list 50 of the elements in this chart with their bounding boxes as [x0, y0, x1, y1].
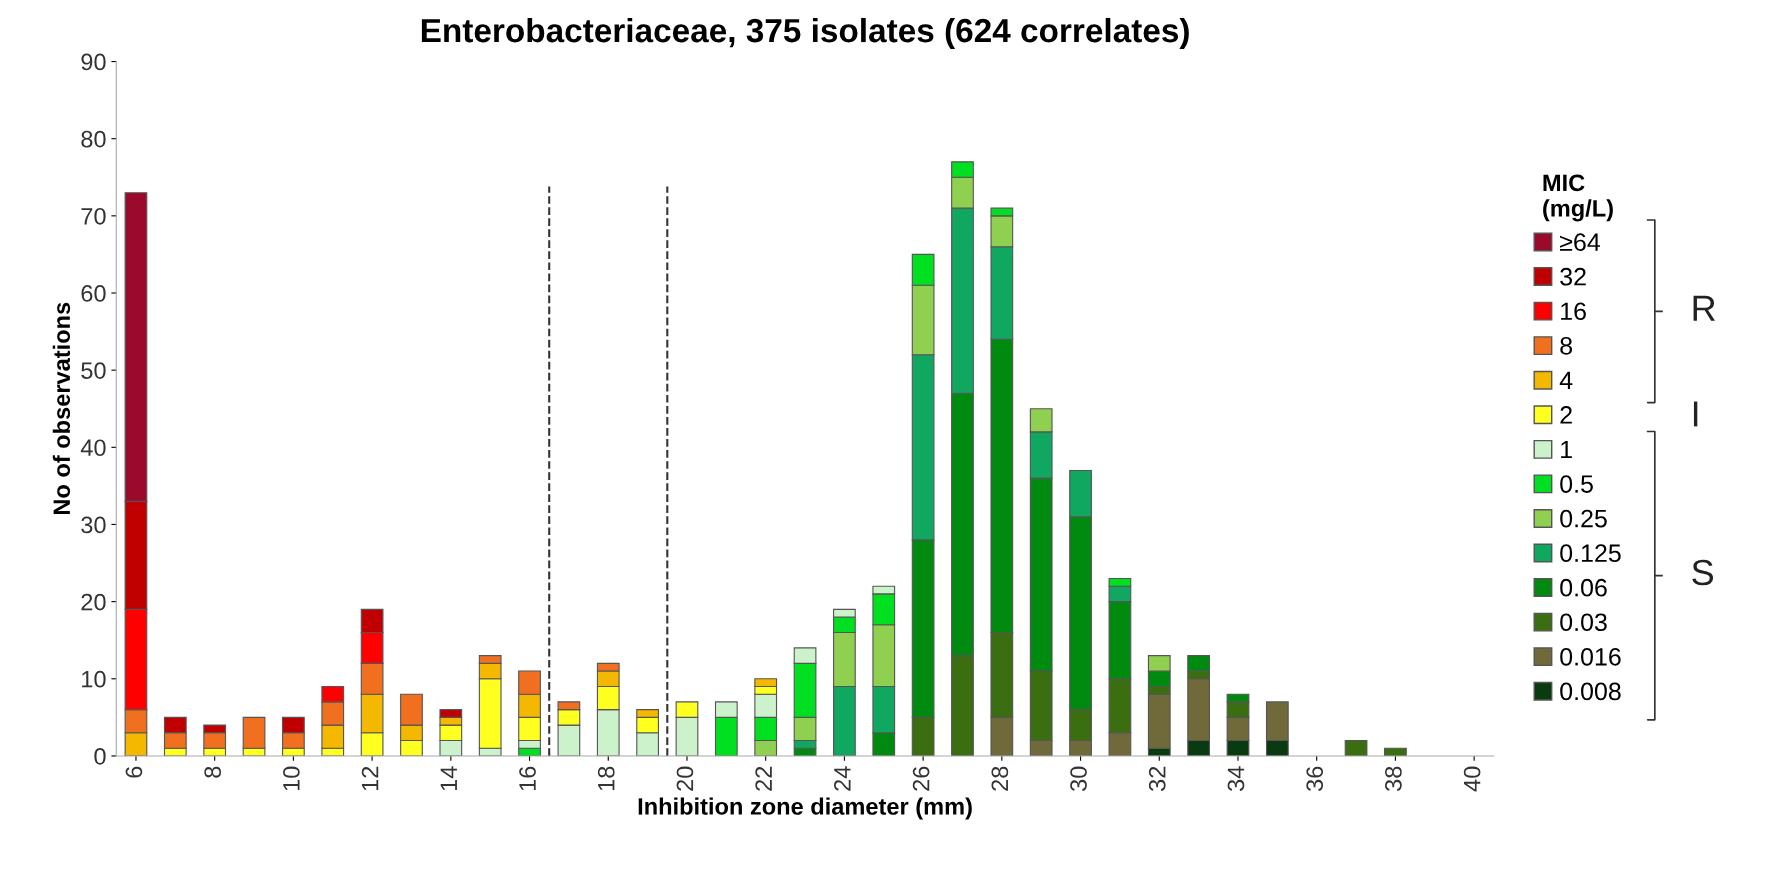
legend-title: MIC (mg/L) [1543, 174, 1613, 222]
x-tick-label: 36 [1306, 766, 1324, 792]
x-tick-label: 22 [755, 766, 772, 791]
legend-label: 16 [1561, 302, 1586, 321]
legend-label: 0.03 [1560, 613, 1607, 632]
x-tick-label: 20 [676, 766, 694, 791]
y-tick-label: 50 [81, 362, 106, 379]
y-tick-label: 90 [81, 53, 106, 71]
x-tick-label: 34 [1227, 766, 1245, 792]
text: S [1692, 559, 1714, 586]
legend-label: 0.25 [1560, 509, 1607, 528]
chart-title: Enterobacteriaceae, 375 isolates (624 correlates) [421, 17, 1189, 49]
legend-label: 32 [1560, 267, 1586, 286]
x-tick-label: 40 [1463, 766, 1481, 792]
bar [1344, 739, 1368, 756]
y-tick-label: 70 [81, 207, 106, 225]
x-tick-label: 6 [125, 766, 143, 778]
text: R [1693, 295, 1716, 321]
legend-label: 0.06 [1560, 578, 1607, 597]
x-axis-title: Inhibition zone diameter (mm) [638, 797, 972, 820]
legend-label: 8 [1560, 336, 1573, 355]
x-tick-label: 30 [1070, 766, 1087, 792]
legend-label: 0.016 [1560, 647, 1621, 666]
x-tick-label: 28 [991, 766, 1009, 791]
legend-label: 0.125 [1560, 544, 1621, 562]
y-tick-label: 10 [82, 670, 106, 688]
y-tick-label: 80 [81, 130, 106, 148]
legend-label: 4 [1559, 371, 1573, 389]
x-tick-label: 18 [597, 766, 615, 791]
y-axis-title: No of observations [52, 302, 71, 515]
y-tick-label: 60 [81, 285, 106, 302]
x-tick-label: 32 [1148, 766, 1166, 792]
y-tick-label: 40 [80, 439, 106, 457]
x-tick-label: 12 [361, 766, 379, 791]
legend-label: ≥64 [1560, 233, 1600, 251]
y-tick-label: 0 [94, 748, 106, 765]
x-tick-label: 14 [440, 766, 457, 791]
x-tick-label: 24 [834, 766, 851, 791]
y-tick-label: 30 [81, 516, 106, 534]
legend-label: 0.5 [1560, 475, 1593, 493]
text: I [1693, 401, 1698, 427]
x-tick-label: 38 [1385, 766, 1402, 792]
x-tick-label: 26 [912, 766, 930, 791]
legend-label: 1 [1561, 440, 1572, 459]
x-tick-label: 16 [519, 766, 536, 791]
y-tick-label: 20 [81, 593, 106, 611]
x-tick-label: 10 [283, 766, 300, 791]
x-tick-label: 8 [204, 766, 222, 778]
legend-label: 0.008 [1560, 682, 1621, 701]
legend-label: 2 [1560, 406, 1572, 424]
